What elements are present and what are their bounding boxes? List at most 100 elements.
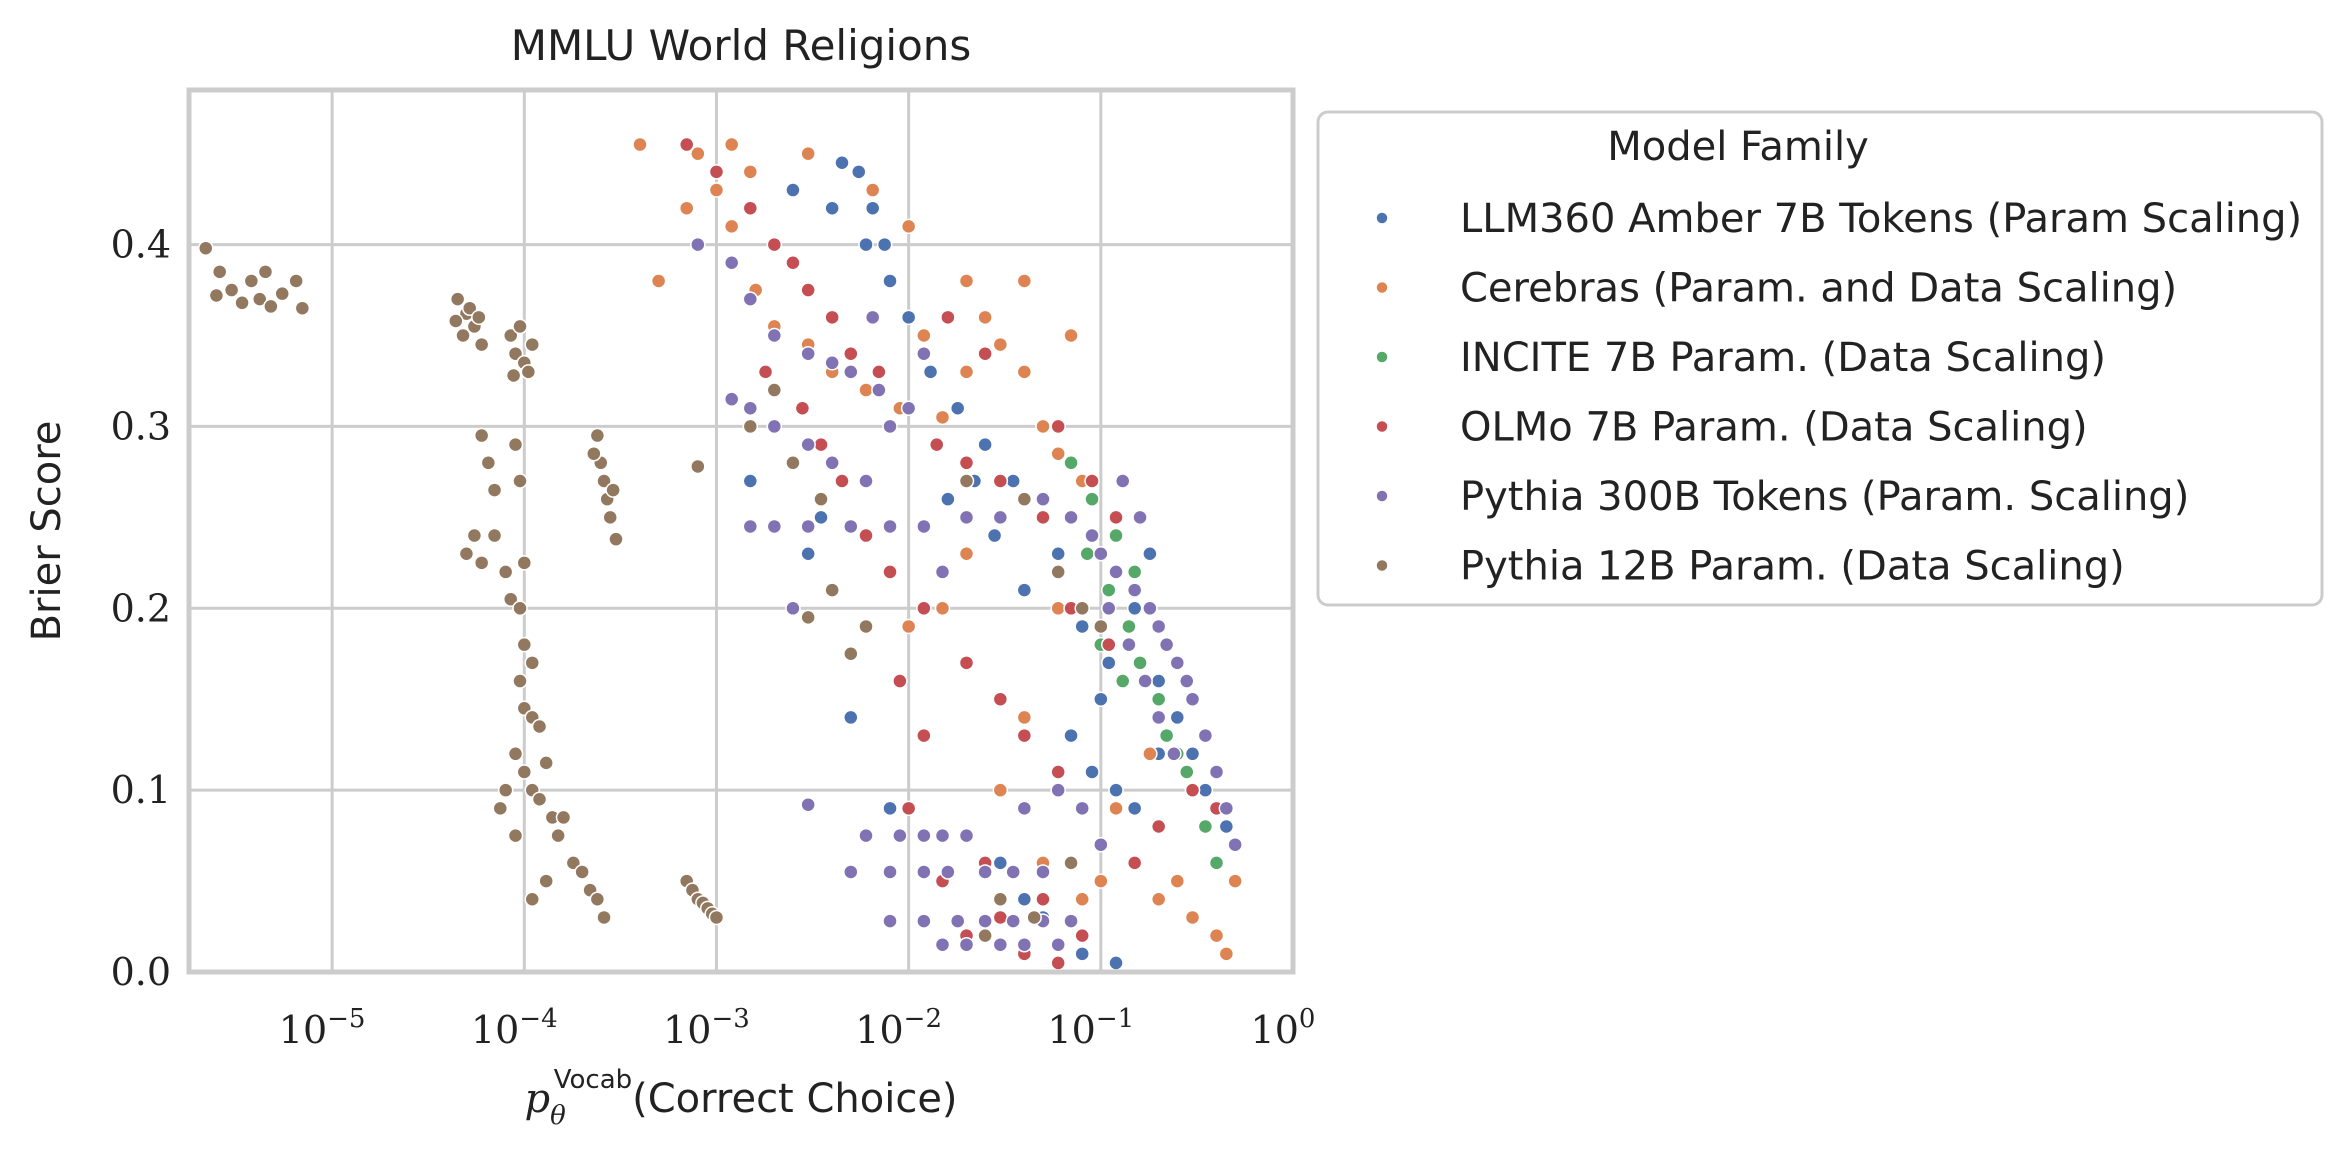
scatter-point	[473, 555, 490, 571]
scatter-point	[824, 455, 840, 471]
scatter-point	[1108, 782, 1124, 798]
scatter-point	[977, 309, 993, 326]
scatter-point	[900, 309, 917, 326]
plot-frame	[186, 87, 1296, 975]
scatter-point	[507, 436, 524, 453]
scatter-point	[922, 364, 939, 380]
scatter-point	[531, 791, 548, 807]
scatter-point	[1016, 800, 1033, 817]
scatter-point	[1084, 473, 1100, 489]
x-label-sup: Vocab	[554, 1065, 632, 1095]
legend-label-0: LLM360 Amber 7B Tokens (Param Scaling)	[1460, 196, 2302, 242]
legend-marker-2	[1375, 350, 1389, 364]
scatter-point	[708, 909, 725, 926]
scatter-point	[977, 864, 993, 880]
scatter-point	[934, 564, 951, 580]
scatter-point	[596, 909, 612, 926]
scatter-point	[800, 345, 816, 362]
scatter-point	[251, 291, 268, 307]
scatter-point	[858, 236, 874, 253]
scatter-point	[502, 327, 519, 344]
chart-title: MMLU World Religions	[511, 21, 972, 70]
scatter-point	[1050, 545, 1066, 562]
scatter-point	[900, 400, 917, 416]
scatter-point	[800, 609, 816, 626]
scatter-point	[958, 473, 975, 489]
scatter-point	[834, 154, 850, 171]
legend-label-2: INCITE 7B Param. (Data Scaling)	[1460, 335, 2106, 381]
scatter-point	[1142, 545, 1158, 562]
scatter-point	[785, 255, 801, 271]
scatter-point	[1158, 727, 1175, 744]
scatter-point	[516, 636, 533, 653]
scatter-point	[1179, 764, 1195, 780]
scatter-point	[602, 509, 618, 526]
scatter-point	[958, 273, 975, 289]
scatter-point	[1035, 418, 1051, 435]
scatter-point	[690, 236, 706, 253]
scatter-point	[1121, 618, 1137, 635]
scatter-point	[916, 345, 932, 362]
scatter-point	[864, 200, 881, 216]
scatter-point	[800, 796, 816, 813]
scatter-point	[949, 400, 966, 416]
scatter-point	[1208, 764, 1225, 780]
scatter-point	[824, 309, 840, 326]
scatter-point	[1074, 927, 1090, 944]
scatter-point	[1114, 473, 1131, 489]
scatter-point	[1005, 864, 1021, 880]
x-tick-label-1: 10−4	[471, 1004, 558, 1052]
scatter-point	[940, 864, 956, 880]
legend: Model Family LLM360 Amber 7B Tokens (Par…	[1316, 110, 2324, 607]
scatter-point	[1050, 600, 1066, 617]
series-5-points	[197, 240, 1109, 944]
series-4-points	[690, 236, 1243, 953]
scatter-point	[1150, 709, 1167, 726]
scatter-point	[208, 287, 225, 304]
scatter-point	[1016, 727, 1033, 744]
scatter-point	[480, 455, 497, 471]
scatter-point	[824, 582, 840, 598]
scatter-point	[958, 827, 975, 844]
scatter-point	[813, 509, 829, 526]
scatter-point	[1035, 491, 1051, 507]
scatter-point	[876, 236, 893, 253]
scatter-point	[785, 182, 801, 198]
scatter-point	[892, 673, 908, 689]
scatter-point	[1063, 855, 1079, 871]
scatter-point	[608, 531, 624, 547]
x-tick-label-3: 10−2	[855, 1004, 942, 1052]
scatter-point	[678, 136, 695, 153]
scatter-point	[977, 927, 993, 944]
scatter-point	[1005, 473, 1021, 489]
scatter-point	[1126, 855, 1143, 871]
scatter-point	[851, 164, 867, 180]
scatter-point	[1016, 936, 1033, 953]
scatter-point	[757, 364, 774, 380]
scatter-point	[512, 673, 528, 689]
scatter-point	[1050, 936, 1066, 953]
scatter-point	[1050, 782, 1066, 798]
scatter-point	[916, 913, 932, 929]
scatter-point	[1093, 545, 1109, 562]
scatter-point	[843, 518, 859, 535]
scatter-point	[1132, 509, 1148, 526]
scatter-point	[723, 136, 740, 153]
scatter-point	[1050, 764, 1066, 780]
scatter-point	[900, 618, 917, 635]
scatter-point	[449, 291, 466, 307]
y-tick-label-3: 0.3	[111, 404, 171, 448]
scatter-point	[524, 336, 540, 353]
scatter-point	[1101, 600, 1117, 617]
scatter-point	[486, 527, 503, 544]
scatter-point	[1169, 655, 1186, 671]
scatter-point	[843, 345, 859, 362]
scatter-point	[834, 473, 850, 489]
scatter-point	[505, 367, 522, 384]
x-label-p: p	[524, 1076, 550, 1122]
x-tick-label-0: 10−5	[279, 1004, 366, 1052]
scatter-point	[992, 691, 1009, 707]
scatter-point	[958, 509, 975, 526]
scatter-point	[1079, 545, 1096, 562]
scatter-point	[882, 913, 898, 929]
